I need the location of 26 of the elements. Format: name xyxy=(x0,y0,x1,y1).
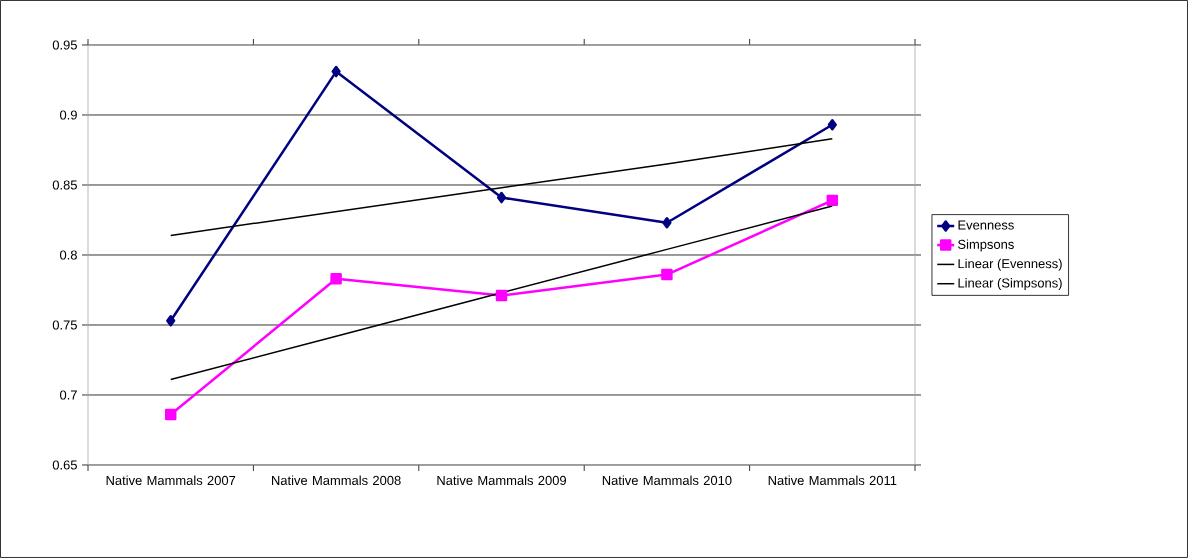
y-tick-label: 0.9 xyxy=(59,110,77,120)
point xyxy=(331,65,341,78)
point xyxy=(164,408,177,421)
x-tick-label: Native Mammals 2008 xyxy=(272,475,401,486)
legend-label: Linear (Evenness) xyxy=(958,258,1062,271)
x-tick-label: Native Mammals 2009 xyxy=(437,475,567,486)
y-tick-label: 0.95 xyxy=(52,40,77,50)
x-tick-label: Native Mammals 2007 xyxy=(106,475,236,486)
x-tick-label: Native Mammals 2010 xyxy=(602,475,732,486)
point xyxy=(496,191,507,204)
legend-label: Evenness xyxy=(958,220,1014,230)
x-tick-label: Native Mammals 2011 xyxy=(768,475,897,486)
point xyxy=(827,119,837,131)
y-tick-label: 0.7 xyxy=(59,390,77,400)
y-tick-label: 0.8 xyxy=(59,250,77,260)
y-tick-label: 0.75 xyxy=(52,320,77,330)
point xyxy=(661,268,673,281)
point xyxy=(166,315,176,327)
point xyxy=(330,273,342,285)
y-tick-label: 0.85 xyxy=(52,180,77,190)
point xyxy=(662,217,672,229)
legend-label: Simpsons xyxy=(958,239,1014,252)
y-tick-label: 0.65 xyxy=(52,460,77,470)
legend-label: Linear (Simpsons) xyxy=(958,278,1062,291)
point xyxy=(495,289,508,302)
point xyxy=(826,194,839,207)
